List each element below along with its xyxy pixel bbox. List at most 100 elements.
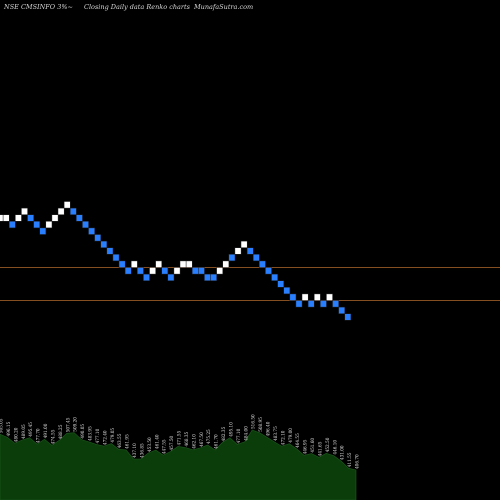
renko-brick-down [332, 300, 339, 308]
renko-brick-down [143, 273, 150, 281]
volume-value-label: 495.10 [228, 422, 233, 437]
renko-brick-down [307, 300, 315, 308]
renko-brick-down [277, 280, 285, 288]
renko-brick-down [100, 240, 108, 248]
renko-brick-down [8, 221, 16, 229]
renko-brick-down [94, 234, 102, 242]
renko-brick-down [82, 221, 89, 229]
volume-value-label: 451.60 [310, 438, 315, 453]
volume-value-label: 505.05 [0, 418, 4, 433]
volume-value-label: 491.00 [43, 423, 48, 438]
volume-value-label: 495.45 [28, 422, 33, 437]
renko-brick-down [88, 227, 95, 235]
renko-brick-down [295, 300, 303, 308]
volume-value-label: 477.10 [236, 428, 241, 443]
volume-value-label: 472.10 [280, 430, 285, 445]
renko-brick-up [15, 214, 22, 222]
volume-value-label: 436.85 [139, 443, 144, 458]
renko-brick-down [210, 273, 217, 281]
renko-brick-down [320, 300, 327, 308]
renko-brick-up [179, 260, 187, 268]
renko-brick-down [112, 254, 120, 262]
volume-value-label: 452.50 [325, 437, 330, 452]
volume-value-label: 479.00 [288, 428, 293, 443]
renko-brick-down [76, 214, 83, 222]
volume-area [0, 429, 357, 500]
volume-value-label: 441.65 [317, 441, 322, 456]
renko-brick-up [234, 247, 242, 255]
renko-brick-down [271, 273, 278, 281]
volume-value-label: 461.95 [125, 434, 130, 449]
renko-brick-up [155, 260, 163, 268]
volume-value-label: 479.05 [110, 428, 115, 443]
renko-brick-up [222, 260, 230, 268]
volume-value-label: 431.00 [340, 445, 345, 460]
volume-value-label: 475.25 [206, 429, 211, 444]
volume-value-label: 446.10 [332, 440, 337, 455]
renko-brick-down [265, 267, 272, 275]
renko-brick-down [204, 273, 211, 281]
volume-value-label: 484.00 [243, 426, 248, 441]
volume-value-label: 446.95 [303, 439, 308, 454]
renko-brick-up [185, 260, 193, 268]
volume-labels: 505.05 496.15 480.20 489.05 495.45 477.70 491.… [0, 414, 360, 469]
volume-value-label: 480.20 [13, 427, 18, 442]
renko-brick-up [313, 293, 321, 301]
volume-value-label: 474.55 [50, 429, 55, 444]
renko-brick-down [27, 214, 34, 222]
volume-value-label: 461.40 [154, 434, 159, 449]
renko-brick-down [198, 267, 205, 275]
renko-brick-down [338, 306, 346, 314]
volume-value-label: 496.40 [266, 421, 271, 436]
renko-brick-down [259, 260, 266, 268]
volume-value-label: 472.40 [102, 430, 107, 445]
renko-brick-up [130, 260, 138, 268]
renko-brick-up [173, 267, 181, 275]
volume-value-label: 509.20 [73, 417, 78, 432]
renko-brick-up [326, 293, 333, 301]
volume-value-label: 507.45 [65, 417, 70, 432]
volume-value-label: 483.75 [273, 426, 278, 441]
volume-value-label: 496.15 [6, 421, 11, 436]
renko-brick-down [118, 260, 126, 268]
renko-brick-up [0, 214, 4, 222]
renko-brick-up [21, 207, 28, 215]
level-lines [0, 267, 500, 301]
renko-brick-down [106, 247, 114, 255]
renko-brick-down [137, 267, 144, 275]
renko-brick-down [167, 273, 175, 281]
renko-brick-down [252, 254, 260, 262]
renko-brick-down [191, 267, 199, 275]
header-center: Closing Daily data Renko charts [84, 3, 191, 11]
renko-brick-down [161, 267, 169, 275]
volume-value-label: 468.35 [184, 432, 189, 447]
renko-brick-down [124, 267, 132, 275]
volume-value-label: 482.35 [221, 426, 226, 441]
renko-brick-up [51, 214, 59, 222]
volume-value-label: 477.70 [36, 428, 41, 443]
volume-value-label: 467.50 [199, 432, 204, 447]
renko-brick-up [301, 293, 309, 301]
renko-brick-down [228, 254, 236, 262]
volume-value-label: 483.95 [88, 426, 93, 441]
renko-brick-up [216, 267, 224, 275]
volume-value-label: 463.55 [117, 433, 122, 448]
renko-brick-up [45, 221, 53, 229]
renko-brick-up [2, 214, 10, 222]
renko-brick-down [344, 313, 352, 321]
renko-brick-down [39, 227, 47, 235]
renko-brick-up [57, 207, 65, 215]
volume-value-label: 411.55 [347, 452, 352, 467]
volume-value-label: 453.50 [147, 437, 152, 452]
volume-value-label: 464.55 [295, 433, 300, 448]
volume-value-label: 516.50 [251, 414, 256, 429]
volume-value-label: 477.10 [95, 428, 100, 443]
renko-brick-down [246, 247, 254, 255]
volume-value-label: 488.25 [58, 424, 63, 439]
renko-brick-up [63, 201, 71, 209]
renko-brick-down [69, 207, 77, 215]
volume-value-label: 471.55 [177, 430, 182, 445]
renko-brick-up [149, 267, 156, 275]
volume-value-label: 508.95 [258, 417, 263, 432]
header-left: NSE CMSINFO 3%~ [3, 3, 73, 11]
